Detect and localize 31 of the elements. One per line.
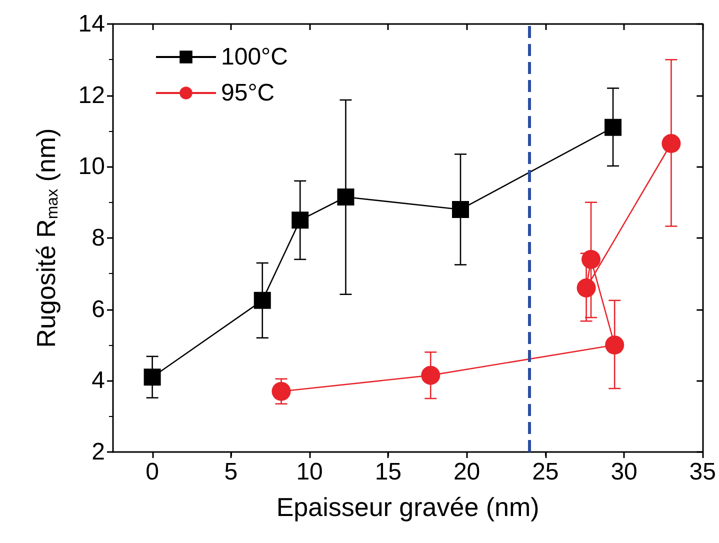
legend-label: 100°C xyxy=(221,44,288,70)
y-tick-label: 6 xyxy=(92,296,105,323)
x-tick-label: 25 xyxy=(532,458,559,486)
point xyxy=(254,292,271,309)
point xyxy=(272,382,291,401)
point xyxy=(337,188,354,206)
y-tick-label: 2 xyxy=(92,438,105,466)
legend-label: 95°C xyxy=(221,80,275,106)
point xyxy=(605,336,624,354)
x-tick-label: 20 xyxy=(453,458,480,486)
point xyxy=(292,212,309,229)
point xyxy=(604,118,622,136)
y-tick-label: 14 xyxy=(78,10,105,38)
x-tick-label: 35 xyxy=(689,458,716,486)
y-tick-label: 4 xyxy=(92,367,105,394)
point xyxy=(662,134,681,153)
y-axis-title: Rugosité Rmax (nm) xyxy=(31,128,62,348)
x-tick-label: 0 xyxy=(146,458,159,486)
y-tick-label: 10 xyxy=(78,153,105,180)
x-axis-title: Epaisseur gravée (nm) xyxy=(276,492,540,522)
x-tick-label: 10 xyxy=(296,458,323,486)
y-tick-label: 8 xyxy=(92,224,105,252)
point xyxy=(421,366,440,385)
point xyxy=(144,368,161,386)
point xyxy=(582,250,601,269)
y-tick-label: 12 xyxy=(78,82,105,109)
point xyxy=(576,278,596,298)
point xyxy=(452,200,469,218)
x-tick-label: 15 xyxy=(374,458,402,486)
x-tick-label: 5 xyxy=(224,458,238,486)
x-tick-label: 30 xyxy=(610,458,638,486)
